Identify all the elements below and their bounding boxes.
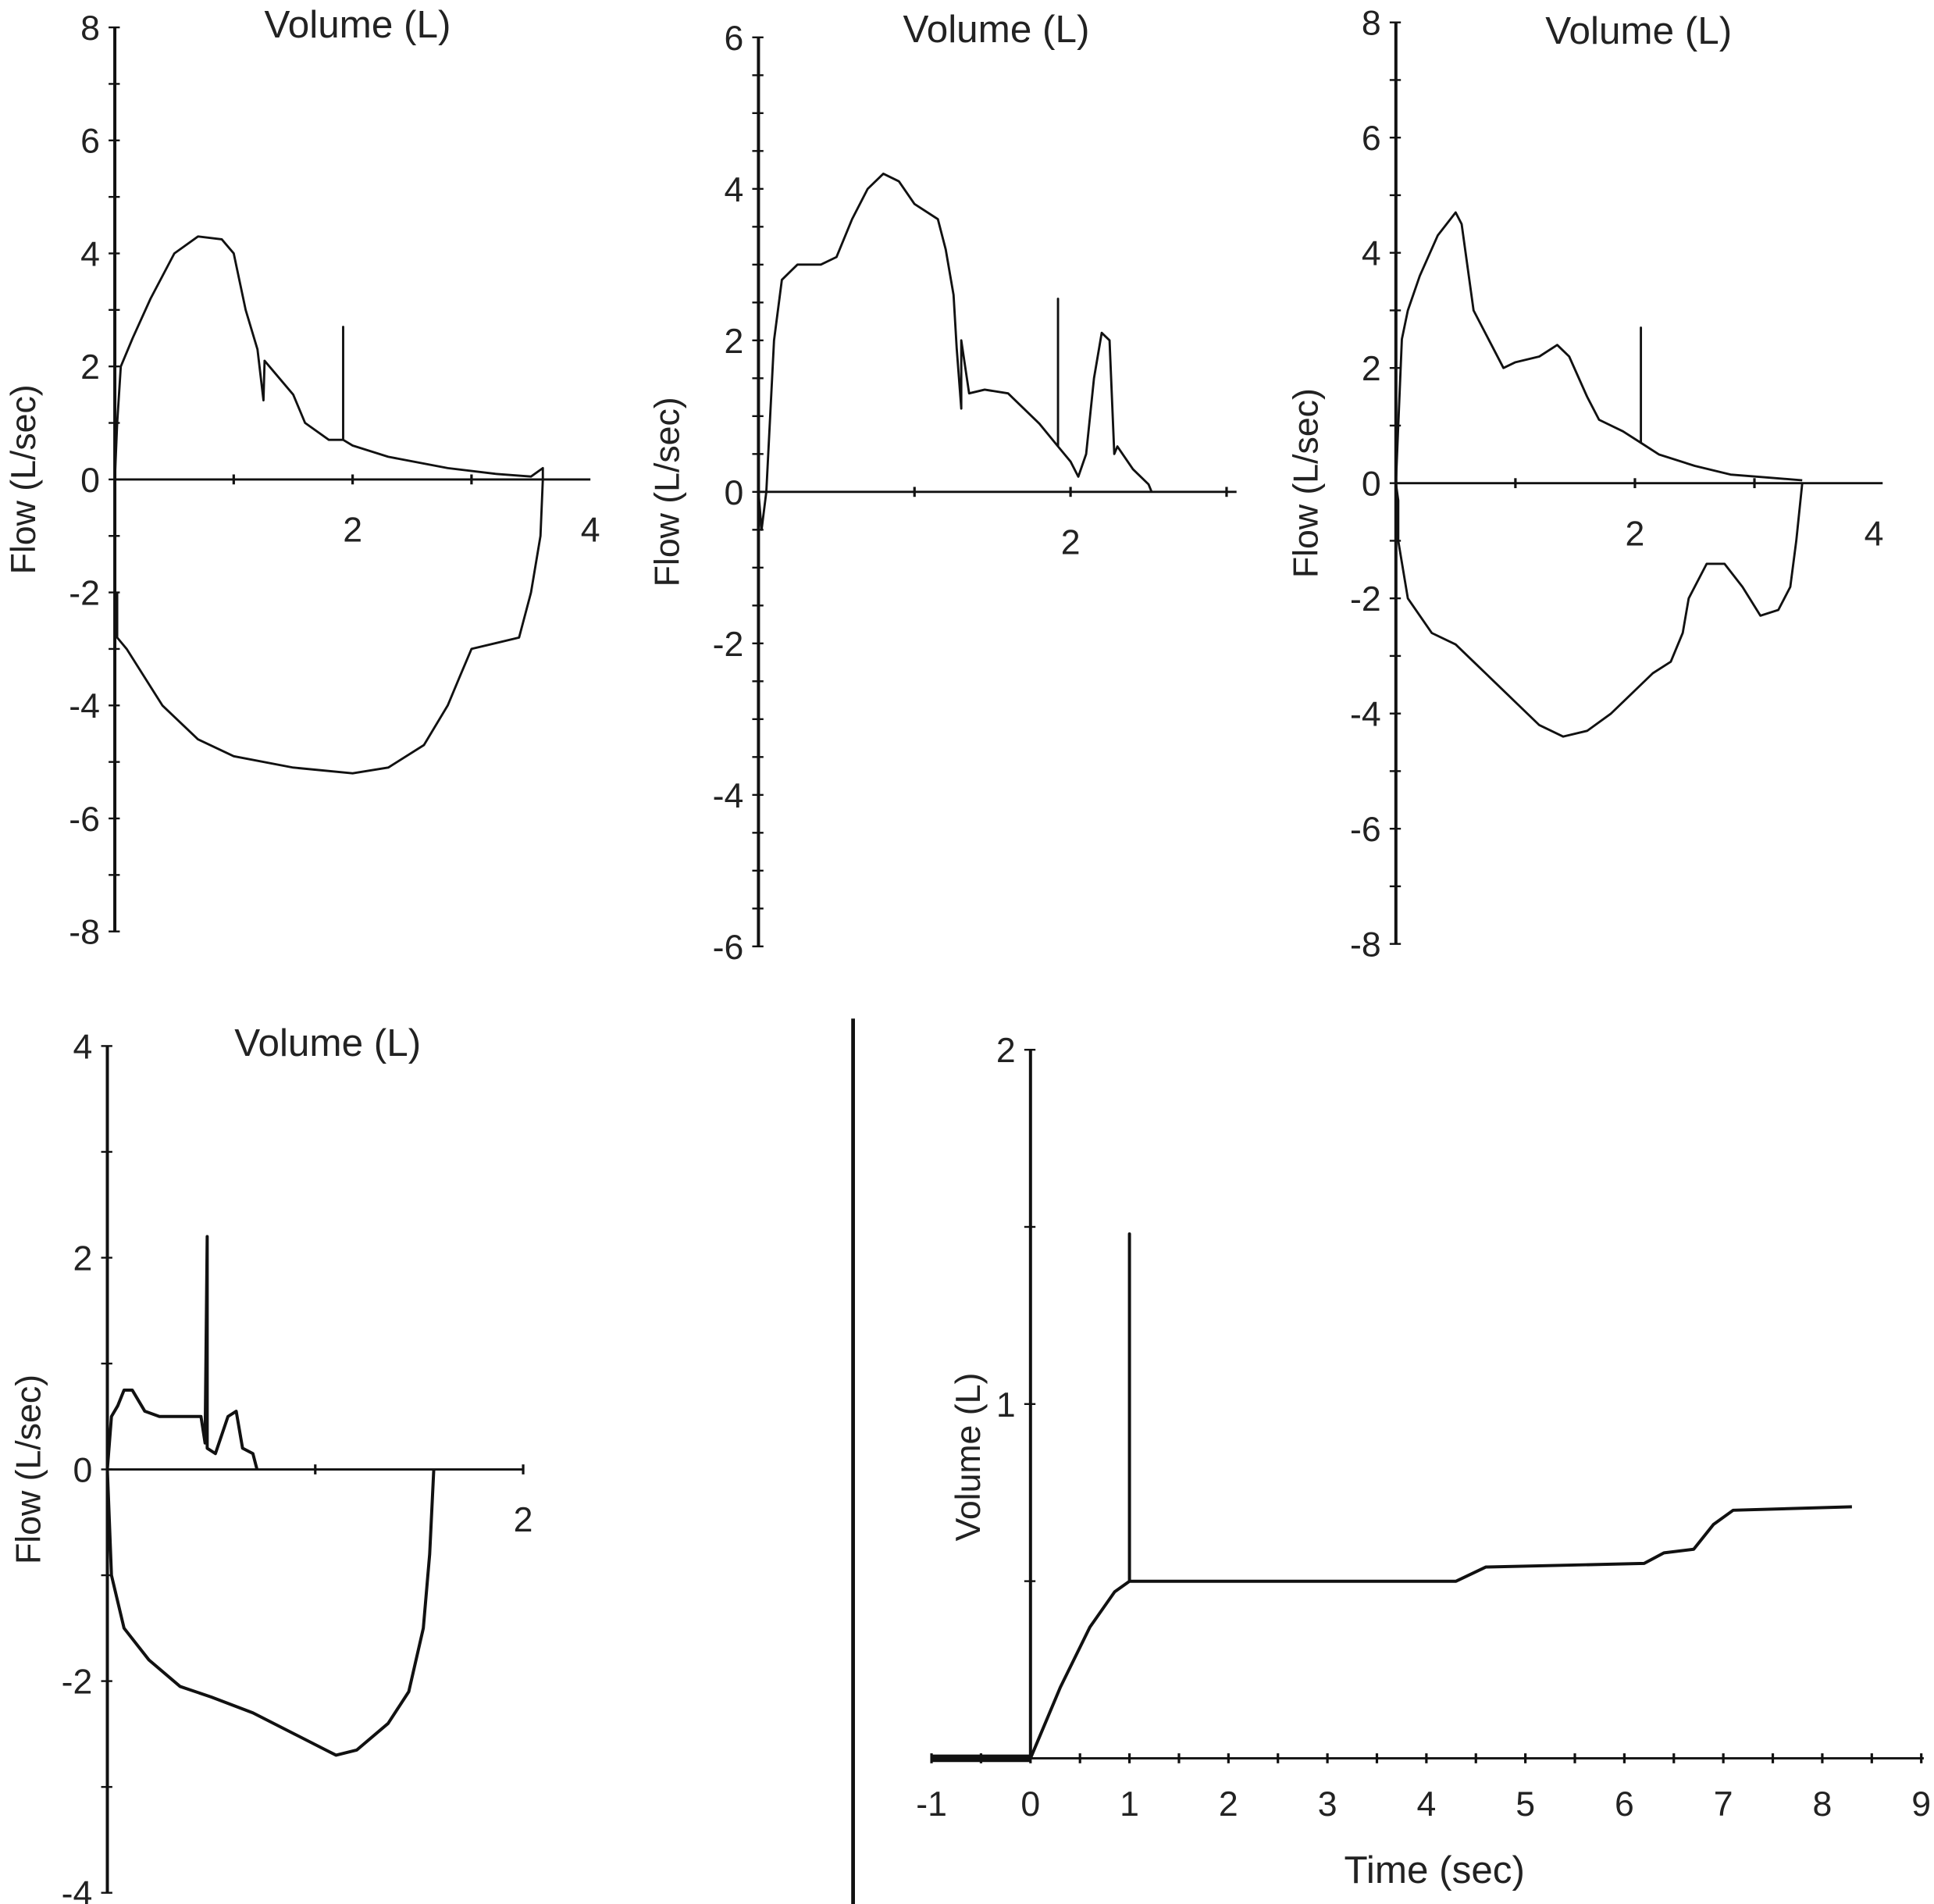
y-tick-label: 0: [724, 474, 743, 512]
y-tick-label: 1: [996, 1386, 1016, 1424]
y-tick-label: 0: [1362, 465, 1381, 504]
y-tick-label: -4: [62, 1875, 93, 1904]
y-tick-label: 4: [80, 235, 100, 273]
chart-panel-3: 8 6 4 2 0 -2 -4 -6 -8 2 4 Volume (L) Flow (L/sec): [1287, 5, 1883, 964]
chart-panel-4: 4 2 0 -2 -4 2 Volume (L) Flow (L/sec): [9, 1022, 532, 1904]
y-tick-label: 2: [80, 348, 100, 387]
x-tick-label: 2: [514, 1501, 533, 1539]
y-axis-label: Flow (L/sec): [9, 1375, 48, 1564]
y-tick-label: 6: [724, 20, 743, 58]
series-line-1: [931, 1232, 1852, 1760]
chart-panel-1: 8 6 4 2 0 -2 -4 -6 -8 2 4 Volume (L) Flow (L/sec): [5, 3, 600, 952]
y-tick-label: 6: [1362, 119, 1381, 158]
y-tick-label: -2: [62, 1663, 93, 1702]
x-axis-label: Time (sec): [1344, 1849, 1524, 1892]
y-tick-label: -2: [69, 575, 100, 613]
chart-title: Volume (L): [1545, 9, 1732, 52]
y-tick-label: 4: [724, 171, 743, 209]
y-tick-label: -4: [69, 687, 100, 726]
y-tick-label: 0: [80, 462, 100, 500]
x-tick-label: 8: [1813, 1785, 1832, 1824]
y-tick-label: -6: [713, 929, 744, 967]
x-tick-label: 7: [1714, 1785, 1733, 1824]
y-axis-label: Flow (L/sec): [648, 397, 686, 587]
y-tick-label: -8: [69, 914, 100, 952]
chart-panel-2: 6 4 2 0 -2 -4 -6 2 Volume (L) Flow (L/sec): [648, 8, 1237, 967]
chart-title: Volume (L): [903, 8, 1090, 51]
y-tick-label: 0: [73, 1451, 93, 1489]
y-axis-label: Flow (L/sec): [5, 384, 43, 574]
y-tick-label: 2: [73, 1239, 93, 1278]
y-tick-label: 6: [80, 123, 100, 161]
y-tick-label: 2: [1362, 350, 1381, 388]
y-tick-label: -6: [1350, 811, 1381, 849]
y-tick-label: -2: [713, 626, 744, 664]
chart-title: Volume (L): [265, 3, 451, 46]
x-tick-label: 9: [1911, 1785, 1931, 1824]
y-tick-label: -4: [1350, 696, 1381, 734]
series-line-1: [113, 235, 544, 480]
y-tick-label: 2: [996, 1032, 1016, 1070]
series-line-2: [1394, 483, 1804, 738]
y-tick-label: 4: [1362, 235, 1381, 273]
y-tick-label: -8: [1350, 926, 1381, 964]
x-tick-label: 2: [343, 512, 362, 550]
y-tick-label: -4: [713, 777, 744, 815]
x-tick-label: 1: [1120, 1785, 1139, 1824]
y-tick-label: -2: [1350, 580, 1381, 619]
x-tick-label: 2: [1061, 524, 1081, 562]
x-tick-label: 5: [1516, 1785, 1535, 1824]
chart-title: Volume (L): [234, 1022, 421, 1064]
x-tick-label: 4: [581, 512, 600, 550]
x-tick-label: 6: [1615, 1785, 1634, 1824]
y-axis-label: Flow (L/sec): [1287, 388, 1325, 578]
series-line-1: [105, 1235, 259, 1471]
y-axis-label: Volume (L): [949, 1373, 988, 1542]
x-tick-label: 4: [1416, 1785, 1436, 1824]
x-tick-label: 0: [1020, 1785, 1040, 1824]
y-tick-label: 4: [73, 1028, 93, 1066]
series-line-2: [116, 479, 544, 775]
x-tick-label: 4: [1865, 515, 1884, 553]
x-tick-label: 2: [1219, 1785, 1238, 1824]
series-line-1: [1394, 211, 1803, 483]
x-tick-label: 3: [1318, 1785, 1337, 1824]
x-tick-label: -1: [916, 1785, 947, 1824]
series-line-2: [105, 1469, 436, 1757]
y-tick-label: 8: [80, 9, 100, 48]
chart-panel-5: 2 1 -1 0 1 2 3 4 5 6 7 8 9 Volume (L) Time (sec): [916, 1032, 1931, 1892]
y-tick-label: 2: [724, 323, 743, 361]
x-tick-label: 2: [1626, 515, 1645, 553]
y-tick-label: 8: [1362, 5, 1381, 43]
series-line-1: [757, 172, 1153, 531]
y-tick-label: -6: [69, 800, 100, 839]
